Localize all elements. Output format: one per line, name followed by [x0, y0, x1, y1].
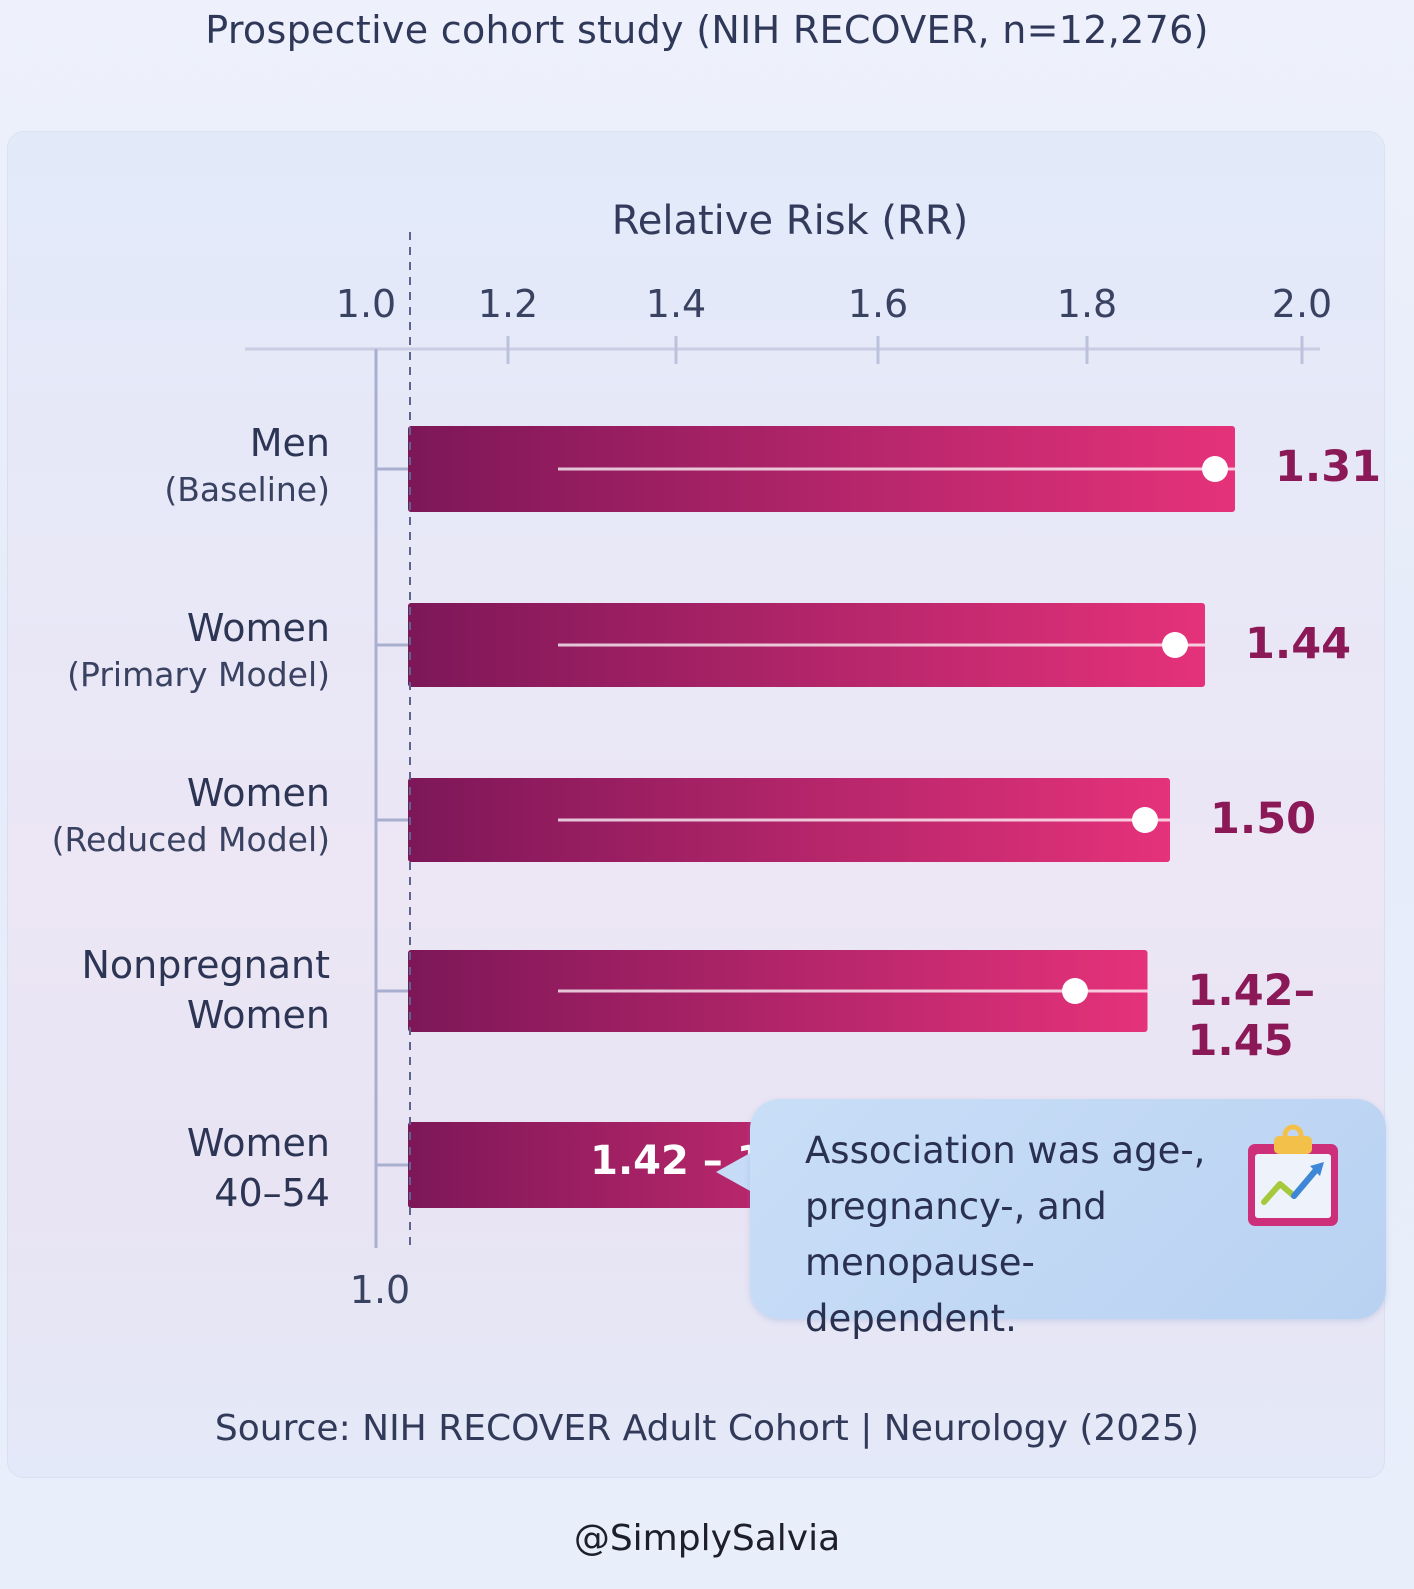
category-label-3: Nonpregnant Women	[81, 940, 330, 1040]
category-label-0: Men (Baseline)	[164, 418, 330, 512]
tick-label-2.0: 2.0	[1271, 282, 1333, 326]
category-main: Women	[186, 1121, 330, 1165]
x-axis-title: Relative Risk (RR)	[611, 198, 969, 244]
tick-label-1.0: 1.0	[335, 282, 397, 326]
category-sub: (Primary Model)	[67, 655, 330, 695]
category-main-line2: Women	[186, 993, 330, 1038]
callout-text: Association was age-, pregnancy-, and me…	[805, 1129, 1206, 1340]
point-estimate-2	[1132, 807, 1158, 833]
source-note: Source: NIH RECOVER Adult Cohort | Neuro…	[214, 1408, 1200, 1449]
category-label-1: Women (Primary Model)	[67, 603, 330, 697]
point-estimate-1	[1162, 632, 1188, 658]
bottom-axis-label: 1.0	[349, 1268, 411, 1312]
bars-group	[376, 426, 1235, 1208]
point-estimate-0	[1202, 456, 1228, 482]
category-main: Men	[249, 421, 330, 465]
category-main: Women	[186, 771, 330, 815]
bar-value-label-0: 1.31	[1275, 442, 1382, 492]
bar-value-label-2: 1.50	[1210, 794, 1317, 844]
category-main: Women	[186, 606, 330, 650]
author-handle: @SimplySalvia	[573, 1518, 841, 1559]
axis-ticks	[506, 336, 1304, 364]
point-estimate-3	[1062, 978, 1088, 1004]
category-main-line2: 40–54	[214, 1171, 330, 1216]
callout-tail	[716, 1152, 752, 1192]
category-label-4: Women 40–54	[187, 1118, 330, 1218]
category-sub: (Reduced Model)	[51, 820, 330, 860]
tick-label-1.6: 1.6	[847, 282, 909, 326]
tick-label-1.8: 1.8	[1056, 282, 1118, 326]
category-sub: (Baseline)	[164, 470, 330, 510]
tick-label-1.2: 1.2	[477, 282, 539, 326]
category-label-2: Women (Reduced Model)	[52, 768, 330, 862]
category-main: Nonpregnant	[81, 943, 330, 987]
tick-label-1.4: 1.4	[645, 282, 707, 326]
bar-value-label-1: 1.44	[1245, 619, 1352, 669]
bar-value-label-3: 1.42–1.45	[1187, 966, 1316, 1066]
clipboard-chart-icon	[1248, 1124, 1338, 1226]
chart-subtitle: Prospective cohort study (NIH RECOVER, n…	[205, 8, 1209, 52]
